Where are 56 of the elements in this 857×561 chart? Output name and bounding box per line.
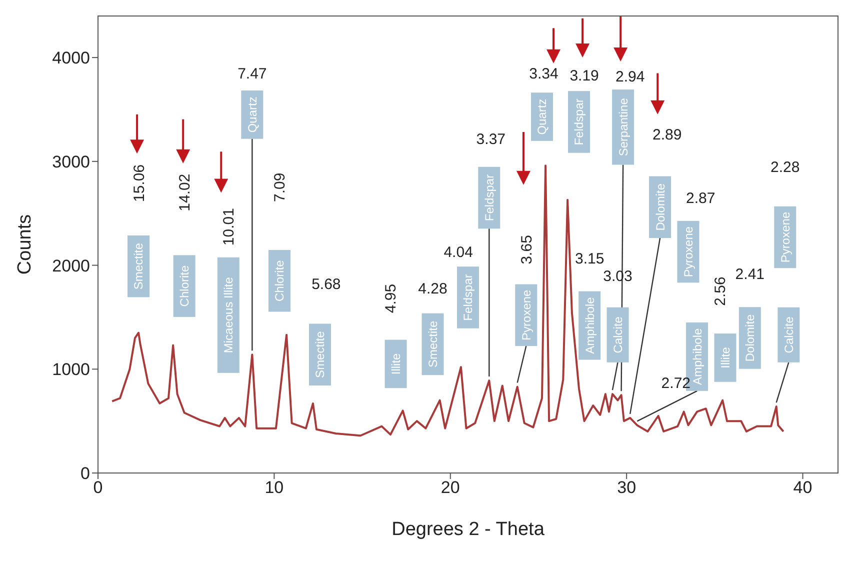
annotation: 4.95 bbox=[382, 284, 400, 314]
annotation: 3.34 bbox=[529, 65, 558, 82]
x-tick-label: 40 bbox=[793, 478, 812, 498]
annotation: 5.68 bbox=[312, 276, 341, 294]
annotation: Smectite bbox=[426, 320, 440, 368]
annotation: Feldspar bbox=[572, 98, 586, 146]
annotation: Pyroxene bbox=[519, 289, 534, 340]
annotation: Feldspar bbox=[461, 274, 476, 321]
y-tick-label: 4000 bbox=[52, 48, 90, 68]
y-tick-label: 2000 bbox=[52, 256, 90, 276]
annotation: 7.47 bbox=[238, 65, 267, 82]
annotation: Feldspar bbox=[482, 174, 496, 222]
x-axis-title: Degrees 2 - Theta bbox=[392, 519, 545, 540]
annotation: 2.41 bbox=[735, 266, 765, 283]
annotation: 3.15 bbox=[574, 250, 604, 268]
y-tick-label: 1000 bbox=[52, 360, 90, 380]
annotation: Quartz bbox=[245, 96, 260, 133]
annotation: 2.56 bbox=[712, 276, 730, 306]
annotation: Pyroxene bbox=[778, 212, 792, 263]
annotation: Chlorite bbox=[272, 260, 287, 302]
annotation: Chlorite bbox=[178, 265, 192, 307]
annotation: Calcite bbox=[610, 316, 625, 354]
annotation: Micaeous Illite bbox=[222, 276, 236, 354]
annotation: 2.94 bbox=[615, 68, 645, 86]
annotation: Quartz bbox=[535, 98, 550, 135]
annotation: Dolomite bbox=[653, 183, 668, 231]
annotation: Pyroxene bbox=[681, 226, 696, 278]
annotation: 15.06 bbox=[130, 164, 148, 202]
annotation: 4.04 bbox=[444, 244, 473, 262]
annotation: 14.02 bbox=[176, 174, 194, 212]
annotation: Smectite bbox=[132, 242, 146, 290]
annotation: 3.19 bbox=[570, 67, 599, 84]
annotation: Smectite bbox=[313, 330, 328, 378]
y-tick-label: 0 bbox=[80, 464, 90, 484]
x-tick-label: 10 bbox=[264, 478, 284, 498]
annotation: 7.09 bbox=[272, 172, 289, 202]
annotation: 2.72 bbox=[661, 374, 691, 392]
annotation: 3.65 bbox=[518, 235, 536, 264]
y-axis-title: Counts bbox=[14, 214, 36, 275]
annotation: Illite bbox=[388, 352, 403, 375]
annotation: Calcite bbox=[782, 316, 796, 354]
annotation: 4.28 bbox=[418, 280, 448, 298]
y-tick-label: 3000 bbox=[52, 152, 90, 172]
annotation: Illite bbox=[718, 346, 732, 368]
annotation: 2.28 bbox=[770, 158, 800, 176]
annotation: 3.37 bbox=[476, 130, 506, 148]
annotation: Dolomite bbox=[743, 314, 758, 362]
annotation: 10.01 bbox=[220, 208, 238, 246]
x-tick-label: 20 bbox=[440, 478, 460, 498]
x-tick-label: 0 bbox=[93, 478, 103, 498]
annotation: Amphibole bbox=[690, 328, 704, 386]
annotation: Serpantine bbox=[616, 98, 630, 156]
annotation: Amphibole bbox=[582, 296, 597, 354]
annotation: 2.89 bbox=[652, 126, 682, 144]
annotation: 2.87 bbox=[686, 190, 716, 208]
x-tick-label: 30 bbox=[617, 478, 636, 498]
